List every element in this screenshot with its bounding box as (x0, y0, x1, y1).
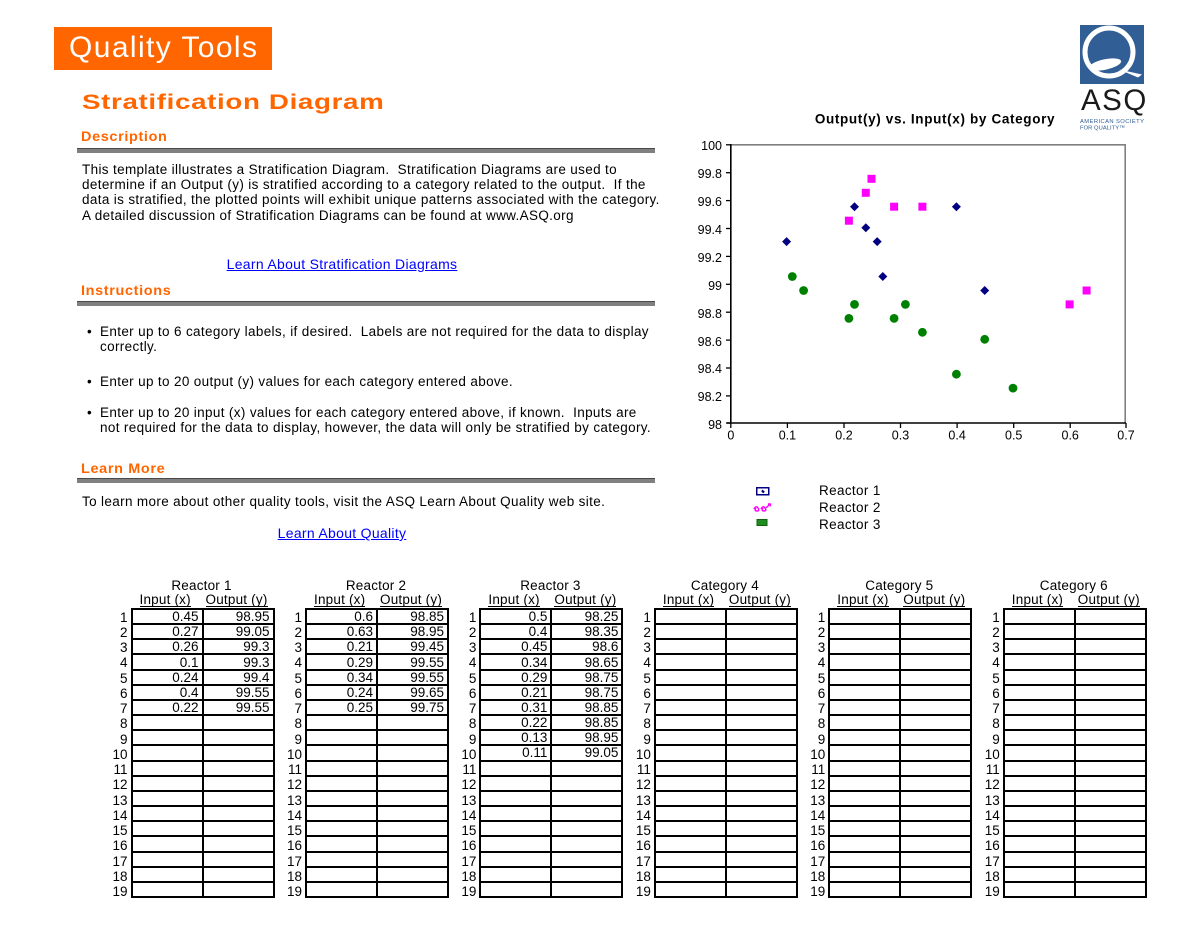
svg-text:FOR QUALITY™: FOR QUALITY™ (1080, 126, 1125, 132)
svg-text:98.2: 98.2 (698, 390, 722, 404)
svg-text:98.6: 98.6 (698, 335, 722, 349)
svg-text:100: 100 (701, 139, 722, 153)
svg-text:0.7: 0.7 (1117, 429, 1134, 443)
svg-text:Output(y) vs. Input(x) by Cate: Output(y) vs. Input(x) by Category (815, 112, 1055, 127)
svg-text:0.2: 0.2 (835, 429, 852, 443)
svg-text:99.2: 99.2 (698, 251, 722, 265)
svg-text:99.8: 99.8 (698, 167, 722, 181)
svg-text:ASQ: ASQ (1081, 84, 1148, 117)
svg-text:0.5: 0.5 (1005, 429, 1022, 443)
svg-text:0.6: 0.6 (1062, 429, 1079, 443)
svg-text:0.1: 0.1 (779, 429, 796, 443)
svg-text:99.4: 99.4 (698, 223, 722, 237)
svg-text:98: 98 (708, 418, 722, 432)
svg-text:0.3: 0.3 (892, 429, 909, 443)
svg-text:99: 99 (708, 279, 722, 293)
svg-text:0.4: 0.4 (948, 429, 965, 443)
svg-text:99.6: 99.6 (698, 195, 722, 209)
svg-text:AMERICAN SOCIETY: AMERICAN SOCIETY (1080, 119, 1144, 125)
svg-text:98.4: 98.4 (698, 362, 722, 376)
svg-text:0: 0 (727, 429, 734, 443)
svg-text:98.8: 98.8 (698, 307, 722, 321)
